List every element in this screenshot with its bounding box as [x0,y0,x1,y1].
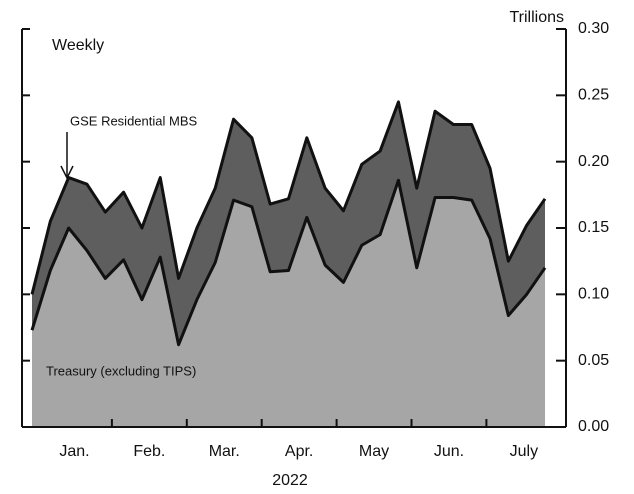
x-month-label: Jan. [59,443,89,460]
x-month-label: May [359,443,389,460]
y-tick-label: 0.10 [578,286,609,303]
x-month-label: Mar. [209,443,240,460]
chart-title: Weekly [52,37,104,54]
annotation-arrowhead [60,165,74,180]
area [32,101,545,345]
y-tick-label: 0.20 [578,153,609,170]
x-month-label: July [510,443,538,460]
x-axis-label: 2022 [272,472,308,489]
y-tick-label: 0.25 [578,87,609,104]
y-axis-label: Trillions [509,9,564,26]
area-edge [30,100,547,295]
annotation: Treasury (excluding TIPS) [46,363,196,378]
annotation: GSE Residential MBS [70,113,197,128]
area [32,180,545,427]
x-month-label: Jun. [434,443,464,460]
x-month-label: Apr. [285,443,313,460]
y-tick-label: 0.05 [578,352,609,369]
y-tick-label: 0.15 [578,219,609,236]
x-month-label: Feb. [133,443,165,460]
area-edge [30,178,547,347]
y-tick-label: 0.30 [578,20,609,37]
y-tick-label: 0.00 [578,418,609,435]
